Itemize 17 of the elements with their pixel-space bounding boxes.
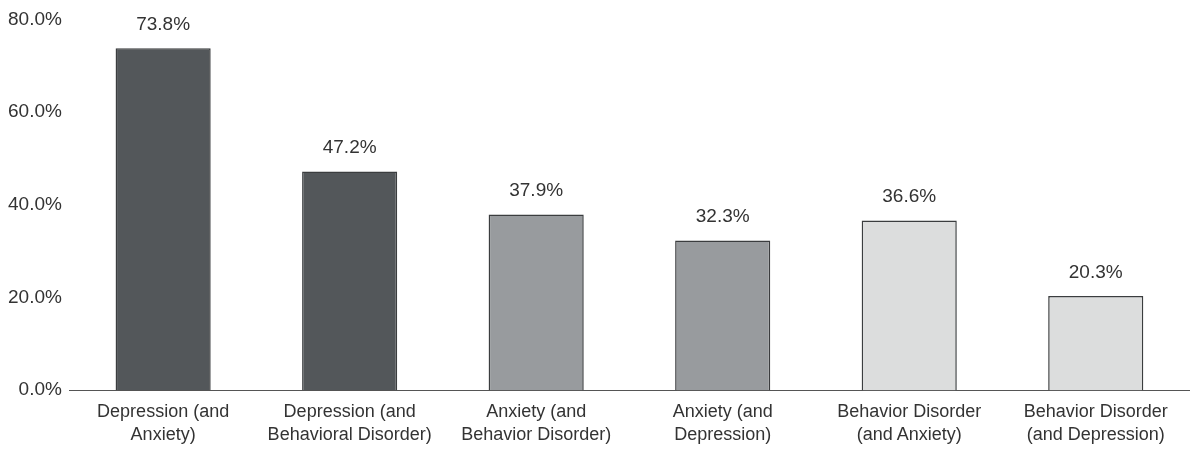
x-tick-label: Anxiety (and Behavior Disorder)	[461, 400, 612, 445]
y-tick-label: 80.0%	[8, 7, 62, 29]
data-label: 73.8%	[136, 12, 191, 34]
x-tick-label: Anxiety (and Depression)	[672, 400, 773, 445]
x-tick-label: Depression (and Behavioral Disorder)	[267, 400, 432, 445]
data-label: 37.9%	[509, 179, 564, 201]
x-tick-label: Depression (and Anxiety)	[97, 400, 230, 445]
y-tick-label: 20.0%	[8, 285, 62, 307]
data-label: 20.3%	[1068, 260, 1123, 282]
y-tick-label: 60.0%	[8, 100, 62, 122]
data-label: 36.6%	[882, 185, 937, 207]
x-tick-label: Behavior Disorder (and Anxiety)	[837, 400, 982, 445]
x-tick-label: Behavior Disorder (and Depression)	[1023, 400, 1168, 445]
y-tick-label: 40.0%	[8, 193, 62, 215]
data-label: 32.3%	[695, 205, 750, 227]
y-tick-label: 0.0%	[18, 378, 62, 400]
data-label: 47.2%	[322, 136, 377, 158]
